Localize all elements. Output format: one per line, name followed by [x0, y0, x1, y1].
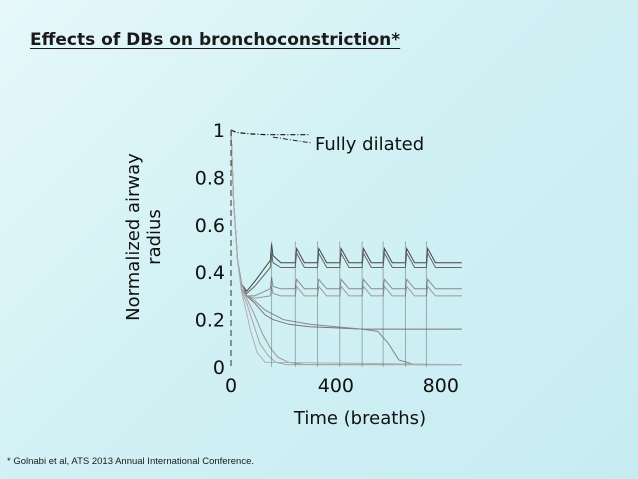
series-line-6 [230, 129, 462, 330]
series-line-4 [230, 129, 462, 297]
x-tick-label: 400 [318, 375, 354, 397]
series-line-2 [230, 129, 462, 293]
x-axis-label: Time (breaths) [293, 408, 426, 429]
fully-dilated-annotation: Fully dilated [315, 134, 424, 155]
plot-area [230, 129, 462, 367]
y-tick-label: 0.8 [195, 167, 225, 189]
y-tick-label: 0.2 [195, 310, 225, 332]
annotation-leader-line [272, 136, 313, 144]
y-tick-label: 0.6 [195, 215, 225, 237]
series-line-1 [230, 129, 310, 136]
series-line-5 [230, 129, 462, 299]
series-line-10 [230, 129, 462, 366]
series-line-3 [230, 129, 462, 295]
y-tick-label: 0.4 [195, 262, 225, 284]
footnote: * Golnabi et al, ATS 2013 Annual Interna… [7, 456, 254, 467]
y-axis-label-line2: radius [144, 209, 165, 265]
x-tick-label: 0 [225, 375, 237, 397]
x-tick-label: 800 [423, 375, 459, 397]
y-axis-label-line1: Normalized airway [123, 153, 144, 321]
y-tick-label: 0 [213, 357, 225, 379]
slide-title: Effects of DBs on bronchoconstriction* [30, 30, 401, 50]
axes: 0 0.2 0.4 0.6 0.8 1 0 400 800 [195, 120, 459, 397]
y-tick-label: 1 [213, 120, 225, 142]
